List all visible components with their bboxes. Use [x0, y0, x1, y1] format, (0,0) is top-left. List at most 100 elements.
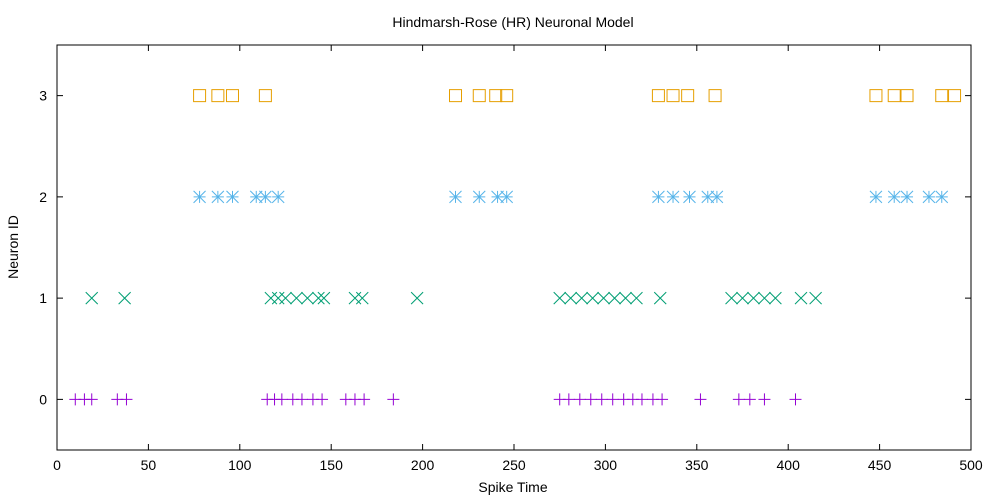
spike-point-neuron-1: [653, 291, 667, 305]
spike-point-neuron-2: [652, 190, 665, 204]
spike-point-neuron-1: [118, 291, 131, 305]
spike-point-neuron-2: [491, 190, 504, 204]
spike-point-neuron-1: [85, 291, 99, 305]
spike-point-neuron-3: [935, 89, 949, 103]
x-tick-label: 350: [685, 457, 709, 473]
spike-point-neuron-0: [358, 393, 371, 406]
spike-point-neuron-3: [193, 89, 207, 103]
x-tick-label: 450: [868, 457, 892, 473]
spike-point-neuron-3: [258, 89, 272, 103]
spike-point-neuron-2: [683, 190, 696, 204]
spike-point-neuron-1: [317, 291, 331, 305]
spike-point-neuron-0: [387, 393, 400, 406]
spike-point-neuron-0: [789, 393, 802, 406]
spike-point-neuron-1: [290, 291, 303, 305]
y-tick-label: 3: [39, 88, 47, 104]
x-tick-label: 200: [411, 457, 435, 473]
spike-point-neuron-3: [869, 89, 883, 103]
spike-point-neuron-2: [922, 190, 936, 204]
spike-point-neuron-1: [597, 291, 610, 305]
spike-point-neuron-1: [586, 291, 599, 305]
spike-point-neuron-0: [595, 393, 608, 406]
spike-point-neuron-2: [226, 190, 239, 204]
spike-point-neuron-1: [575, 291, 588, 305]
spike-point-neuron-2: [472, 190, 486, 204]
spike-point-neuron-3: [472, 89, 486, 103]
spike-point-neuron-1: [553, 291, 567, 305]
spike-point-neuron-1: [312, 291, 325, 305]
spike-point-neuron-2: [710, 190, 724, 204]
spike-point-neuron-2: [193, 190, 206, 204]
spike-point-neuron-0: [295, 393, 308, 406]
spike-point-neuron-1: [348, 291, 362, 305]
spike-point-neuron-3: [681, 89, 695, 103]
spike-point-neuron-0: [606, 393, 619, 406]
spike-point-neuron-0: [584, 393, 597, 406]
spike-point-neuron-0: [694, 393, 707, 406]
x-tick-label: 250: [502, 457, 526, 473]
spike-point-neuron-1: [355, 291, 369, 305]
spike-point-neuron-2: [249, 190, 263, 204]
spike-point-neuron-3: [900, 89, 914, 103]
spike-point-neuron-1: [271, 291, 285, 305]
chart-title: Hindmarsh-Rose (HR) Neuronal Model: [392, 14, 633, 30]
spike-point-neuron-1: [736, 291, 749, 305]
spike-point-neuron-3: [666, 89, 680, 103]
spike-point-neuron-2: [935, 190, 949, 204]
x-tick-label: 500: [959, 457, 983, 473]
spike-point-neuron-2: [701, 190, 715, 204]
x-tick-label: 300: [594, 457, 618, 473]
spike-point-neuron-3: [225, 89, 239, 103]
spike-point-neuron-0: [656, 393, 669, 406]
y-axis-label: Neuron ID: [5, 215, 21, 279]
spike-point-neuron-2: [271, 190, 285, 204]
y-tick-label: 0: [39, 391, 47, 407]
spike-point-neuron-0: [758, 393, 771, 406]
spike-point-neuron-1: [747, 291, 760, 305]
spike-point-neuron-0: [573, 393, 586, 406]
plot-border: [56, 44, 972, 451]
spike-point-neuron-3: [651, 89, 665, 103]
spike-point-neuron-3: [500, 89, 514, 103]
spike-point-neuron-0: [85, 393, 98, 406]
spike-point-neuron-2: [449, 190, 462, 204]
spike-point-neuron-1: [410, 291, 424, 305]
spike-point-neuron-1: [619, 291, 632, 305]
spike-point-neuron-1: [264, 291, 278, 305]
x-tick-label: 150: [320, 457, 344, 473]
spike-point-neuron-2: [500, 190, 514, 204]
x-tick-label: 400: [777, 457, 801, 473]
spike-point-neuron-2: [887, 190, 901, 204]
spike-point-neuron-1: [630, 291, 643, 305]
spike-point-neuron-1: [564, 291, 578, 305]
y-tick-label: 1: [39, 290, 47, 306]
spike-point-neuron-3: [449, 89, 463, 103]
spike-point-neuron-1: [769, 291, 782, 305]
spike-point-neuron-1: [794, 291, 808, 305]
spike-point-neuron-2: [900, 190, 914, 204]
x-tick-label: 0: [53, 457, 61, 473]
spike-point-neuron-1: [758, 291, 771, 305]
spike-point-neuron-0: [635, 393, 648, 406]
spike-point-neuron-1: [725, 291, 738, 305]
spike-point-neuron-0: [743, 393, 756, 406]
spike-point-neuron-0: [275, 393, 288, 406]
spike-point-neuron-1: [301, 291, 314, 305]
spike-point-neuron-0: [120, 393, 133, 406]
spike-point-neuron-1: [279, 291, 292, 305]
x-tick-label: 100: [228, 457, 252, 473]
spike-point-neuron-1: [608, 291, 621, 305]
spike-point-neuron-3: [948, 89, 962, 103]
spike-point-neuron-2: [211, 190, 225, 204]
spike-point-neuron-2: [259, 190, 272, 204]
spike-point-neuron-3: [708, 89, 722, 103]
spike-point-neuron-2: [666, 190, 680, 204]
y-tick-label: 2: [39, 189, 47, 205]
spike-point-neuron-0: [316, 393, 329, 406]
spike-point-neuron-1: [809, 291, 822, 305]
spike-point-neuron-3: [887, 89, 901, 103]
spike-point-neuron-3: [211, 89, 225, 103]
y-axis-ticks: 0 1 2 3: [39, 88, 971, 407]
